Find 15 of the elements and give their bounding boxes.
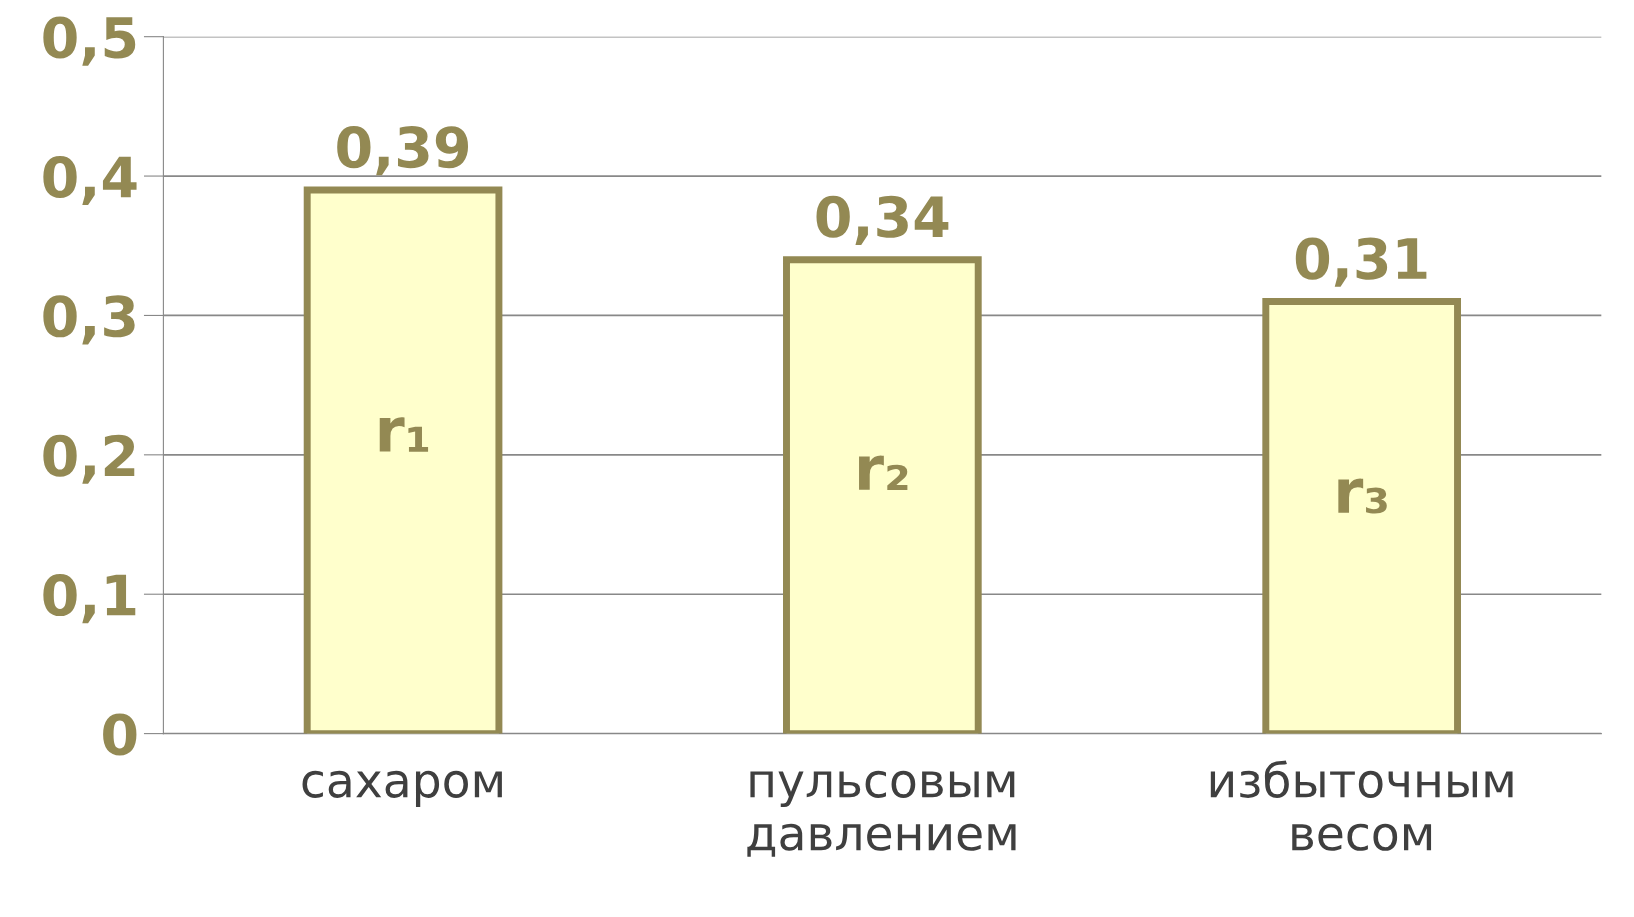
data-label: 0,39 [337,126,469,176]
x-tick-label: пульсовым давлением [747,770,1016,857]
annotation: r₁ [379,417,429,452]
y-tick-label: 0,4 [43,155,137,206]
x-tick-label: избыточным весом [1210,760,1513,851]
x-tick-label: сахаром [302,770,502,808]
y-tick-label: 0,5 [43,16,136,66]
y-tick-label: 0 [103,713,137,756]
annotation: r₂ [859,455,908,491]
data-label: 0,34 [816,195,949,245]
y-tick-label: 0,1 [43,574,136,624]
y-tick-label: 0,2 [43,434,135,484]
y-tick-label: 0,3 [43,295,135,345]
data-label: 0,31 [1295,237,1427,287]
annotation: r₃ [1338,478,1387,514]
